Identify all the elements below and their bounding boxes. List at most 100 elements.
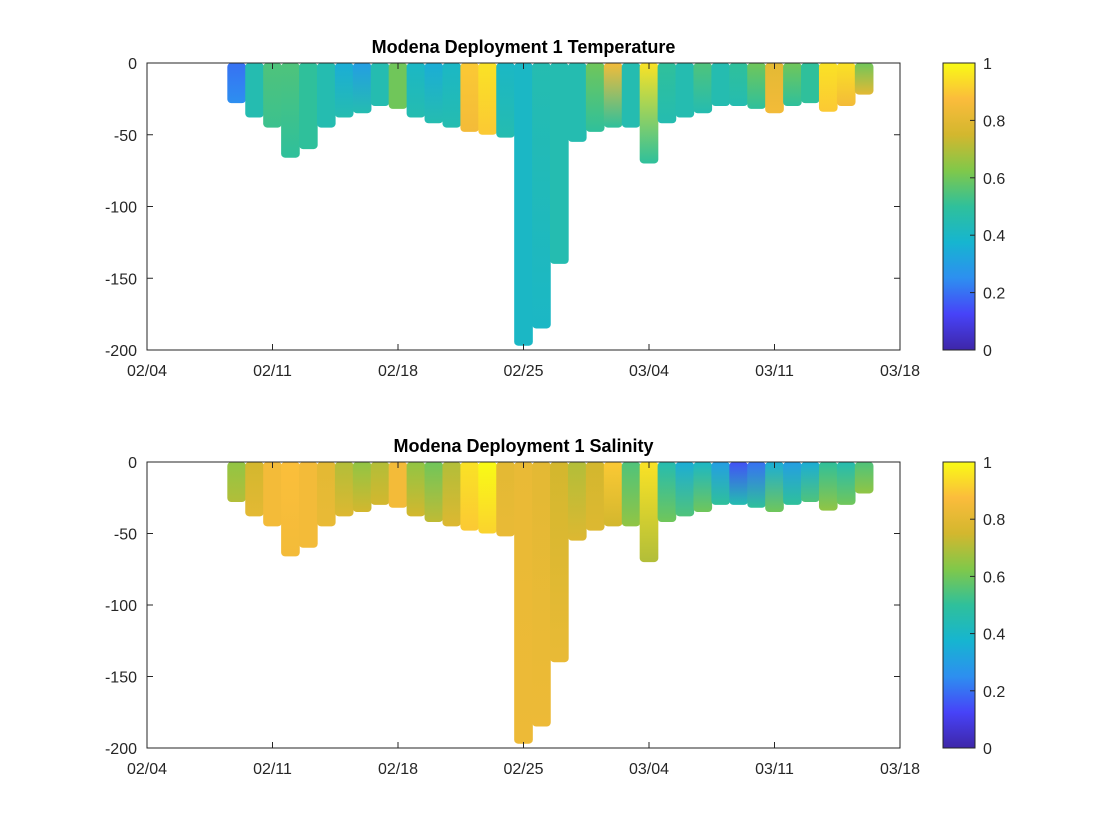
y-tick-label: -150: [105, 271, 137, 288]
profile-column-02-09: [227, 63, 246, 104]
profile-column-03-08: [711, 63, 731, 107]
profile-column-02-22: [460, 63, 480, 132]
x-tick-label: 02/18: [378, 363, 418, 380]
profile-column-03-07: [693, 63, 713, 114]
profile-column-02-28: [567, 462, 587, 541]
profile-column-03-06: [675, 462, 695, 517]
profile-column-02-20: [424, 63, 444, 124]
heatmap-data: [227, 462, 874, 744]
profile-column-02-10: [245, 462, 264, 517]
profile-column-02-25: [514, 462, 533, 744]
profile-column-02-23: [478, 462, 497, 534]
profile-column-03-15: [836, 63, 856, 107]
colorbar: [942, 461, 976, 749]
profile-column-03-11: [765, 462, 784, 513]
profile-column-02-26: [532, 462, 551, 727]
x-tick-label: 02/11: [253, 363, 292, 380]
y-tick-label: -100: [105, 200, 137, 217]
profile-column-02-27: [550, 63, 569, 264]
y-tick-label: -200: [105, 343, 137, 360]
x-tick-label: 03/18: [880, 363, 920, 380]
heatmap-data: [227, 63, 874, 346]
y-tick-label: 0: [128, 455, 137, 472]
profile-column-03-02: [603, 63, 623, 128]
profile-column-02-14: [316, 63, 336, 128]
profile-column-03-12: [783, 63, 802, 107]
x-tick-label: 03/11: [755, 761, 794, 778]
x-tick-label: 02/04: [127, 363, 167, 380]
colorbar-tick-label: 1: [983, 56, 992, 73]
profile-column-03-07: [693, 462, 713, 513]
profile-column-02-11: [263, 63, 282, 128]
profile-column-02-21: [442, 462, 462, 527]
profile-column-02-15: [334, 462, 354, 517]
x-tick-label: 02/25: [503, 761, 543, 778]
profile-column-02-28: [567, 63, 587, 142]
colorbar-tick-label: 0: [983, 343, 992, 360]
colorbar-tick-label: 1: [983, 455, 992, 472]
colorbar-tick-label: 0.6: [983, 569, 1005, 586]
profile-column-03-09: [729, 63, 748, 107]
profile-column-03-06: [675, 63, 695, 118]
profile-column-03-03: [621, 462, 641, 527]
profile-column-03-15: [836, 462, 856, 505]
profile-column-02-26: [532, 63, 551, 329]
x-tick-label: 02/04: [127, 761, 167, 778]
chart-title: Modena Deployment 1 Salinity: [393, 436, 653, 456]
colorbar-tick-label: 0.4: [983, 228, 1005, 245]
profile-column-02-13: [299, 63, 318, 150]
profile-column-02-19: [406, 462, 426, 517]
x-tick-label: 02/11: [253, 761, 292, 778]
profile-column-02-19: [406, 63, 426, 118]
profile-column-03-03: [621, 63, 641, 128]
profile-column-03-01: [585, 462, 605, 531]
profile-column-03-10: [747, 462, 766, 508]
profile-column-03-12: [783, 462, 802, 505]
y-tick-label: 0: [128, 56, 137, 73]
colorbar-tick-label: 0: [983, 741, 992, 758]
y-tick-label: -50: [114, 128, 137, 145]
chart-title: Modena Deployment 1 Temperature: [372, 37, 676, 57]
x-tick-label: 03/18: [880, 761, 920, 778]
profile-column-03-05: [657, 462, 677, 523]
colorbar-tick-label: 0.8: [983, 512, 1005, 529]
profile-column-03-04: [639, 462, 659, 563]
profile-column-02-17: [370, 63, 390, 107]
profile-column-02-18: [388, 63, 408, 109]
profile-column-03-16: [854, 63, 874, 95]
profile-column-03-10: [747, 63, 766, 109]
profile-column-03-14: [818, 462, 838, 511]
colorbar: [942, 62, 976, 351]
profile-column-03-02: [603, 462, 623, 527]
profile-column-02-27: [550, 462, 569, 663]
profile-column-02-18: [388, 462, 408, 508]
profile-column-03-05: [657, 63, 677, 124]
profile-column-03-14: [818, 63, 838, 112]
profile-column-02-22: [460, 462, 480, 531]
y-tick-label: -100: [105, 598, 137, 615]
profile-column-02-23: [478, 63, 497, 135]
profile-column-02-25: [514, 63, 533, 346]
profile-column-02-12: [281, 63, 300, 158]
profile-column-02-21: [442, 63, 462, 128]
profile-column-02-20: [424, 462, 444, 523]
profile-column-02-13: [299, 462, 318, 548]
profile-column-03-13: [801, 462, 820, 503]
colorbar-tick-label: 0.8: [983, 113, 1005, 130]
x-tick-label: 03/11: [755, 363, 794, 380]
chart-panel-2: 02/04 02/11 02/18 02/25 03/04 03/11 03/18 0 -50 -…: [105, 436, 1005, 778]
profile-column-03-04: [639, 63, 659, 164]
x-tick-label: 02/18: [378, 761, 418, 778]
x-tick-label: 02/25: [503, 363, 543, 380]
profile-column-02-24: [496, 462, 515, 537]
profile-column-03-13: [801, 63, 820, 104]
colorbar-tick-label: 0.6: [983, 171, 1005, 188]
profile-column-02-17: [370, 462, 390, 505]
profile-column-02-09: [227, 462, 246, 503]
profile-column-03-11: [765, 63, 784, 114]
profile-column-02-12: [281, 462, 300, 557]
y-tick-label: -200: [105, 741, 137, 758]
chart-panel-1: 02/04 02/11 02/18 02/25 03/04 03/11 03/18 0 -50 -…: [105, 37, 1005, 380]
colorbar-tick-label: 0.2: [983, 684, 1005, 701]
